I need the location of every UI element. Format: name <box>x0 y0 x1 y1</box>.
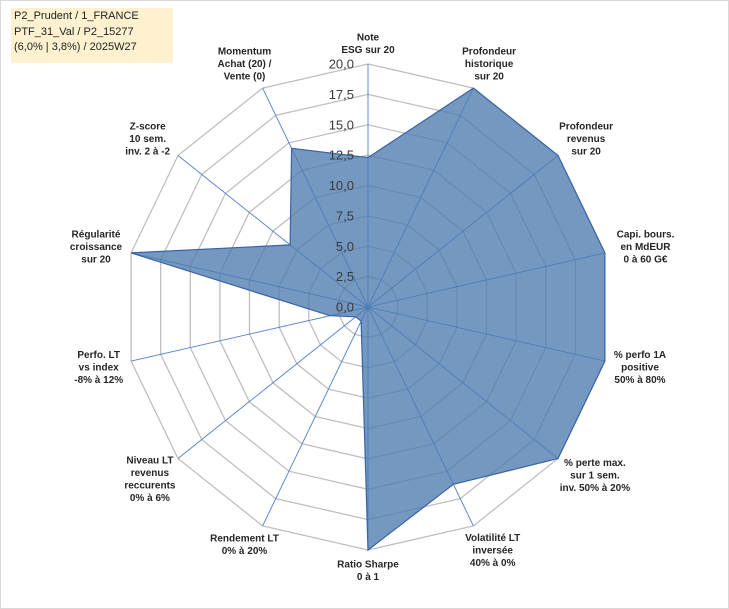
axis-label-0: Note ESG sur 20 <box>341 33 395 57</box>
axis-label-6-line-1: inversée <box>472 545 513 556</box>
axis-label-7-line-0: Ratio Sharpe <box>337 560 399 571</box>
axis-label-9-line-1: revenus <box>131 468 170 479</box>
axis-label-10-line-0: Perfo. LT <box>77 350 120 361</box>
tick-label-0: 0,0 <box>336 300 354 315</box>
axis-label-9-line-0: Niveau LT <box>126 456 173 467</box>
axis-label-1-line-1: historique <box>465 59 514 70</box>
axis-label-2-line-0: Profondeur <box>559 122 613 133</box>
tick-label-2: 5,0 <box>336 239 354 254</box>
axis-label-12: Z-score 10 sem. inv. 2 à -2 <box>125 122 170 158</box>
axis-label-0-line-0: Note <box>357 33 380 44</box>
info-line-3: (6,0% | 3,8%) / 2025W27 <box>14 41 137 53</box>
series-area <box>130 87 606 552</box>
tick-label-8: 20,0 <box>329 57 354 72</box>
axis-spoke-8 <box>262 306 369 527</box>
axis-label-2-line-1: revenus <box>567 134 606 145</box>
info-line-2: PTF_31_Val / P2_15277 <box>14 25 134 38</box>
axis-label-0-line-1: ESG sur 20 <box>341 45 395 56</box>
axis-label-12-line-1: 10 sem. <box>129 134 166 145</box>
axis-label-3: Capi. bours. en MdEUR 0 à 60 G€ <box>617 230 675 266</box>
axis-label-13-line-1: Achat (20) / <box>218 59 272 70</box>
radar-series <box>130 87 606 552</box>
axis-labels: Note ESG sur 20 Profondeur historique sur 20… <box>70 33 675 584</box>
axis-label-4-line-0: % perfo 1A <box>614 350 666 361</box>
axis-label-9-line-2: reccurents <box>124 481 176 492</box>
axis-label-6-line-2: 40% à 0% <box>470 558 516 569</box>
axis-label-12-line-2: inv. 2 à -2 <box>125 147 170 158</box>
tick-label-1: 2,5 <box>336 269 354 284</box>
tick-label-3: 7,5 <box>336 208 354 223</box>
axis-label-5: % perte max. sur 1 sem. inv. 50% à 20% <box>560 458 631 494</box>
axis-label-11-line-2: sur 20 <box>81 255 111 266</box>
axis-label-11: Régularité croissance sur 20 <box>70 230 123 266</box>
axis-label-4-line-1: positive <box>621 362 659 373</box>
axis-label-12-line-0: Z-score <box>130 122 167 133</box>
axis-spoke-9 <box>177 306 369 459</box>
axis-label-1: Profondeur historique sur 20 <box>462 47 516 83</box>
axis-label-5-line-1: sur 1 sem. <box>570 470 620 481</box>
axis-label-3-line-1: en MdEUR <box>621 242 672 253</box>
axis-label-4-line-2: 50% à 80% <box>614 375 665 386</box>
axis-label-8-line-1: 0% à 20% <box>222 546 268 557</box>
axis-label-11-line-1: croissance <box>70 242 123 253</box>
axis-label-13: Momentum Achat (20) / Vente (0) <box>218 47 272 83</box>
tick-label-7: 17,5 <box>329 87 354 102</box>
radial-tick-labels: 0,0 2,5 5,0 7,5 10,0 12,5 15,0 17,5 20,0 <box>329 57 354 315</box>
axis-label-3-line-0: Capi. bours. <box>617 230 675 241</box>
axis-label-2-line-2: sur 20 <box>571 147 601 158</box>
axis-label-7: Ratio Sharpe 0 à 1 <box>337 560 399 584</box>
axis-label-6-line-0: Volatilité LT <box>465 533 520 544</box>
axis-label-10-line-1: vs index <box>79 362 119 373</box>
axis-spoke-10 <box>130 306 369 362</box>
axis-label-9: Niveau LT revenus reccurents 0% à 6% <box>124 456 176 505</box>
axis-label-5-line-0: % perte max. <box>564 458 626 469</box>
axis-label-2: Profondeur revenus sur 20 <box>559 122 613 158</box>
axis-label-10: Perfo. LT vs index -8% à 12% <box>74 350 123 386</box>
axis-label-1-line-2: sur 20 <box>474 72 504 83</box>
axis-label-8: Rendement LT 0% à 20% <box>210 533 279 557</box>
axis-label-3-line-2: 0 à 60 G€ <box>624 255 668 266</box>
axis-label-13-line-2: Vente (0) <box>224 72 266 83</box>
axis-label-11-line-0: Régularité <box>72 230 121 241</box>
info-line-1: P2_Prudent / 1_FRANCE <box>14 10 139 22</box>
axis-label-13-line-0: Momentum <box>218 47 271 58</box>
tick-label-6: 15,0 <box>329 117 354 132</box>
axis-label-4: % perfo 1A positive 50% à 80% <box>614 350 666 386</box>
axis-label-9-line-3: 0% à 6% <box>130 493 170 504</box>
axis-label-7-line-1: 0 à 1 <box>357 572 380 583</box>
tick-label-5: 12,5 <box>329 148 354 163</box>
tick-label-4: 10,0 <box>329 178 354 193</box>
axis-label-1-line-0: Profondeur <box>462 47 516 58</box>
axis-label-6: Volatilité LT inversée 40% à 0% <box>465 533 520 569</box>
portfolio-info-box: P2_Prudent / 1_FRANCE PTF_31_Val / P2_15… <box>11 8 173 63</box>
axis-label-8-line-0: Rendement LT <box>210 533 279 544</box>
axis-label-10-line-2: -8% à 12% <box>74 375 123 386</box>
axis-label-5-line-2: inv. 50% à 20% <box>560 483 631 494</box>
